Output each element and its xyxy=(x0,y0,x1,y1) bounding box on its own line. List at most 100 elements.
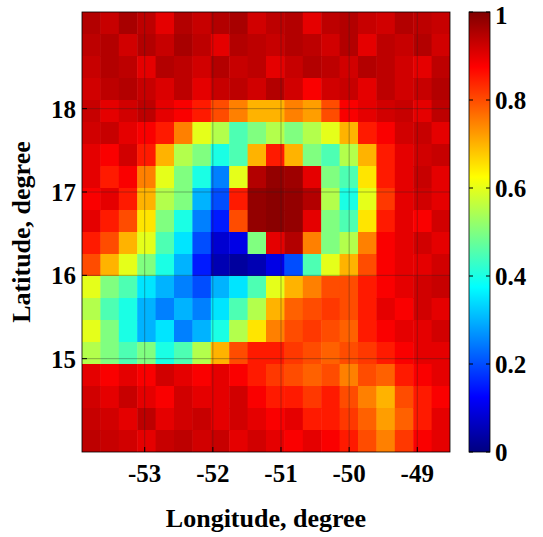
heat-cell xyxy=(82,276,101,299)
heat-cell xyxy=(211,12,230,35)
heat-cell xyxy=(100,12,119,35)
heat-cell xyxy=(432,276,450,299)
heat-cell xyxy=(137,298,156,321)
heat-cell xyxy=(321,320,340,343)
grid-line-y xyxy=(82,108,450,109)
heat-cell xyxy=(192,166,211,189)
colorbar-label: 0.6 xyxy=(495,175,526,202)
heat-cell xyxy=(119,78,138,101)
heat-cell xyxy=(229,56,248,79)
heat-cell xyxy=(358,144,377,167)
heat-cell xyxy=(284,34,303,57)
heat-cell xyxy=(174,12,193,35)
heat-cell xyxy=(432,188,450,211)
heat-cell xyxy=(266,254,285,277)
heat-cell xyxy=(321,100,340,123)
heat-cell xyxy=(395,100,414,123)
heat-cell xyxy=(266,166,285,189)
heat-cell xyxy=(229,364,248,387)
heat-cell xyxy=(137,100,156,123)
heat-cell xyxy=(192,122,211,145)
heat-cell xyxy=(119,100,138,123)
heat-cell xyxy=(229,430,248,452)
heat-cell xyxy=(432,254,450,277)
heat-cell xyxy=(137,144,156,167)
chart: -53-52-51-50-4915161718Longitude, degree… xyxy=(0,0,543,537)
heat-cell xyxy=(266,430,285,452)
heat-cell xyxy=(211,298,230,321)
heat-cell xyxy=(229,12,248,35)
heat-cell xyxy=(248,430,267,452)
heat-cell xyxy=(229,254,248,277)
heat-cell xyxy=(82,56,101,79)
heat-cell xyxy=(156,144,175,167)
heat-cell xyxy=(303,78,322,101)
colorbar-tick xyxy=(469,100,473,101)
heat-cell xyxy=(321,78,340,101)
heat-cell xyxy=(82,166,101,189)
heat-cell xyxy=(156,34,175,57)
heat-cell xyxy=(82,210,101,233)
heat-cell xyxy=(229,408,248,431)
heat-cell xyxy=(192,188,211,211)
heat-cell xyxy=(156,408,175,431)
heat-cell xyxy=(284,56,303,79)
heat-cell xyxy=(432,34,450,57)
grid-line-x xyxy=(417,12,418,452)
heat-cell xyxy=(266,210,285,233)
heat-cell xyxy=(100,122,119,145)
colorbar-tick xyxy=(469,364,473,365)
heat-cell xyxy=(376,100,395,123)
heat-cell xyxy=(82,342,101,365)
heat-cell xyxy=(432,364,450,387)
tick-label-x: -53 xyxy=(128,460,161,487)
heat-cell xyxy=(321,298,340,321)
heat-cell xyxy=(248,276,267,299)
tick-label-y: 16 xyxy=(51,262,76,289)
heat-cell xyxy=(156,166,175,189)
heat-cell xyxy=(358,430,377,452)
heat-cell xyxy=(174,254,193,277)
heat-cell xyxy=(413,166,432,189)
heat-cell xyxy=(321,430,340,452)
heat-cell xyxy=(119,122,138,145)
heat-cell xyxy=(119,56,138,79)
heat-cell xyxy=(266,364,285,387)
heat-cell xyxy=(100,276,119,299)
heat-cell xyxy=(82,298,101,321)
heat-cell xyxy=(321,342,340,365)
heat-cell xyxy=(321,254,340,277)
heat-cell xyxy=(284,408,303,431)
heat-cell xyxy=(100,386,119,409)
heat-cell xyxy=(303,188,322,211)
colorbar-tick xyxy=(486,364,490,365)
heat-cell xyxy=(192,364,211,387)
heat-cell xyxy=(156,188,175,211)
heat-cell xyxy=(137,364,156,387)
heat-cell xyxy=(413,298,432,321)
heat-cell xyxy=(432,386,450,409)
heat-cell xyxy=(284,298,303,321)
heat-cell xyxy=(358,298,377,321)
heat-cell xyxy=(119,342,138,365)
heat-cell xyxy=(211,144,230,167)
heat-cell xyxy=(395,166,414,189)
heat-cell xyxy=(174,78,193,101)
heat-cell xyxy=(211,188,230,211)
heat-cell xyxy=(413,276,432,299)
heat-cell xyxy=(395,386,414,409)
heat-cell xyxy=(82,122,101,145)
heat-cell xyxy=(395,122,414,145)
heat-cell xyxy=(321,34,340,57)
heat-cell xyxy=(156,430,175,452)
heat-cell xyxy=(156,364,175,387)
heat-cell xyxy=(156,276,175,299)
heat-cell xyxy=(321,210,340,233)
colorbar-tick xyxy=(469,276,473,277)
heat-cell xyxy=(358,254,377,277)
heat-cell xyxy=(119,430,138,452)
colorbar-label: 0 xyxy=(495,439,508,466)
tick-label-x: -50 xyxy=(332,460,365,487)
heat-cell xyxy=(432,166,450,189)
heat-cell xyxy=(192,298,211,321)
